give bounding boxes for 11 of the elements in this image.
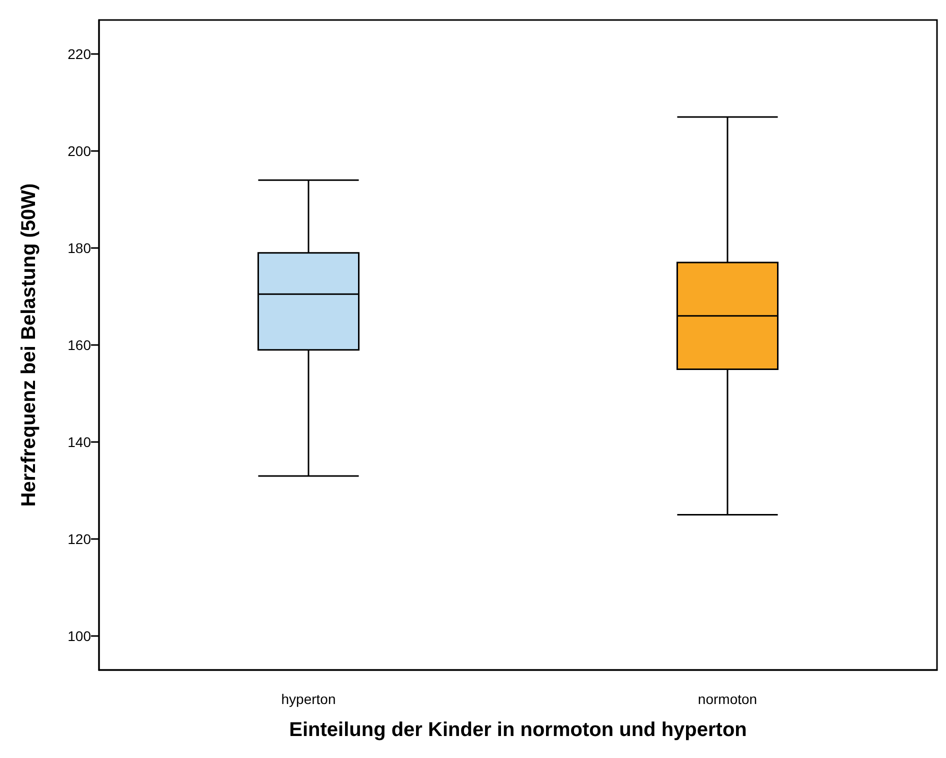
x-tick-label: normoton [698, 691, 758, 707]
y-tick-label: 160 [68, 337, 92, 353]
y-tick-label: 120 [68, 531, 92, 548]
y-tick-label: 180 [68, 240, 92, 256]
y-tick-label: 200 [68, 142, 92, 159]
x-axis-title: Einteilung der Kinder in normoton und hyperton [289, 719, 747, 741]
y-tick-label: 220 [68, 46, 92, 62]
y-axis-title: Herzfrequenz bei Belastung (50W) [18, 183, 40, 507]
y-tick-label: 140 [68, 434, 92, 450]
y-tick-label: 100 [68, 628, 92, 644]
x-tick-label: hyperton [281, 691, 336, 707]
